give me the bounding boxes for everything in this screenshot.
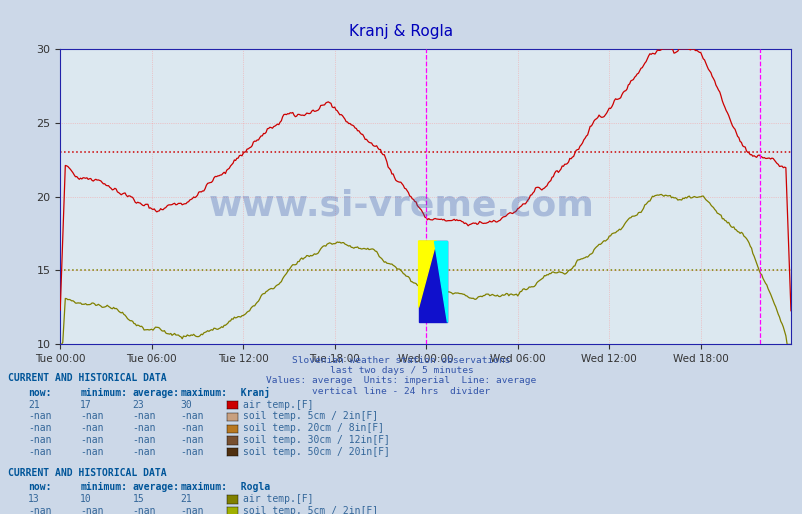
Text: minimum:: minimum: [80, 482, 128, 492]
Text: -nan: -nan [28, 447, 51, 457]
Text: -nan: -nan [132, 435, 156, 445]
Text: -nan: -nan [132, 506, 156, 514]
Text: -nan: -nan [80, 411, 103, 421]
Text: www.si-vreme.com: www.si-vreme.com [209, 189, 593, 223]
Text: -nan: -nan [80, 423, 103, 433]
Text: -nan: -nan [180, 411, 204, 421]
Text: -nan: -nan [180, 447, 204, 457]
Text: -nan: -nan [132, 447, 156, 457]
Text: 21: 21 [28, 399, 40, 410]
Text: 13: 13 [28, 494, 40, 504]
Text: vertical line - 24 hrs  divider: vertical line - 24 hrs divider [312, 387, 490, 396]
Text: soil temp. 30cm / 12in[F]: soil temp. 30cm / 12in[F] [243, 435, 390, 445]
Text: -nan: -nan [180, 506, 204, 514]
Text: air temp.[F]: air temp.[F] [243, 399, 314, 410]
Text: -nan: -nan [180, 423, 204, 433]
Text: -nan: -nan [80, 447, 103, 457]
Text: -nan: -nan [132, 411, 156, 421]
Text: Slovenian weather station observations: Slovenian weather station observations [292, 356, 510, 365]
Text: CURRENT AND HISTORICAL DATA: CURRENT AND HISTORICAL DATA [8, 468, 167, 478]
Text: -nan: -nan [28, 423, 51, 433]
Text: -nan: -nan [28, 411, 51, 421]
Text: Values: average  Units: imperial  Line: average: Values: average Units: imperial Line: av… [266, 376, 536, 386]
Text: minimum:: minimum: [80, 388, 128, 398]
Text: average:: average: [132, 388, 180, 398]
Text: soil temp. 20cm / 8in[F]: soil temp. 20cm / 8in[F] [243, 423, 384, 433]
Text: -nan: -nan [180, 435, 204, 445]
Text: 15: 15 [132, 494, 144, 504]
Text: 21: 21 [180, 494, 192, 504]
Text: 30: 30 [180, 399, 192, 410]
Text: air temp.[F]: air temp.[F] [243, 494, 314, 504]
Text: 10: 10 [80, 494, 92, 504]
Text: CURRENT AND HISTORICAL DATA: CURRENT AND HISTORICAL DATA [8, 373, 167, 383]
Text: last two days / 5 minutes: last two days / 5 minutes [329, 366, 473, 375]
Text: soil temp. 5cm / 2in[F]: soil temp. 5cm / 2in[F] [243, 506, 378, 514]
Text: soil temp. 50cm / 20in[F]: soil temp. 50cm / 20in[F] [243, 447, 390, 457]
Text: -nan: -nan [132, 423, 156, 433]
Text: now:: now: [28, 482, 51, 492]
Polygon shape [433, 241, 446, 322]
Bar [418, 241, 446, 322]
Text: soil temp. 5cm / 2in[F]: soil temp. 5cm / 2in[F] [243, 411, 378, 421]
Text: 17: 17 [80, 399, 92, 410]
Text: -nan: -nan [28, 435, 51, 445]
Text: now:: now: [28, 388, 51, 398]
Text: Kranj & Rogla: Kranj & Rogla [349, 24, 453, 39]
Text: 23: 23 [132, 399, 144, 410]
Text: -nan: -nan [80, 435, 103, 445]
Text: average:: average: [132, 482, 180, 492]
Polygon shape [418, 241, 435, 307]
Text: -nan: -nan [28, 506, 51, 514]
Text: -nan: -nan [80, 506, 103, 514]
Text: maximum:: maximum: [180, 388, 228, 398]
Text: Rogla: Rogla [229, 482, 269, 492]
Text: maximum:: maximum: [180, 482, 228, 492]
Text: Kranj: Kranj [229, 387, 269, 398]
